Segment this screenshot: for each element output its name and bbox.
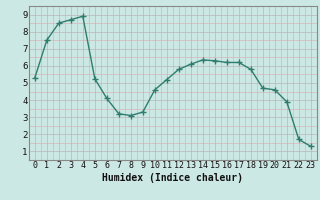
X-axis label: Humidex (Indice chaleur): Humidex (Indice chaleur) xyxy=(102,173,243,183)
